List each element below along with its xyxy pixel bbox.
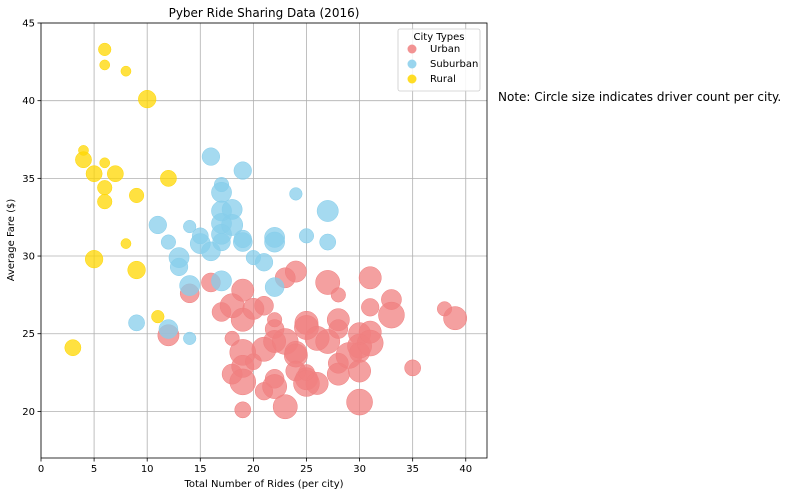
x-tick-label: 40 (459, 464, 472, 475)
suburban-point (212, 232, 231, 252)
rural-point (138, 90, 157, 109)
urban-point (262, 374, 287, 399)
rural-point (97, 180, 113, 196)
x-tick-label: 15 (194, 464, 207, 475)
legend-label-urban: Urban (430, 44, 460, 55)
x-tick-label: 0 (38, 464, 44, 475)
suburban-point (254, 253, 274, 272)
rural-point (97, 194, 113, 210)
x-axis-label: Total Number of Rides (per city) (183, 479, 343, 490)
suburban-point (298, 228, 315, 244)
rural-point (64, 339, 82, 357)
rural-point (98, 42, 112, 56)
legend-marker-rural (407, 74, 417, 84)
urban-point (443, 306, 468, 331)
y-tick-label: 40 (22, 96, 35, 107)
legend-label-suburban: Suburban (430, 59, 478, 70)
urban-point (378, 301, 405, 329)
urban-point (231, 278, 255, 302)
x-tick-label: 10 (141, 464, 154, 475)
chart-title: Pyber Ride Sharing Data (2016) (169, 6, 360, 20)
rural-point (75, 151, 92, 169)
suburban-point (264, 277, 285, 297)
urban-point (229, 368, 257, 396)
urban-point (272, 394, 298, 420)
rural-point (99, 59, 111, 71)
legend-label-rural: Rural (430, 74, 456, 85)
x-tick-label: 5 (91, 464, 97, 475)
rural-point (85, 250, 104, 269)
legend-box (397, 28, 481, 92)
suburban-point (316, 200, 339, 222)
urban-point (356, 329, 384, 357)
y-tick-label: 30 (22, 252, 35, 263)
rural-point (99, 157, 111, 169)
suburban-point (179, 275, 200, 296)
plot-frame (40, 22, 488, 459)
legend-marker-suburban (407, 59, 417, 69)
x-tick-label: 35 (406, 464, 419, 475)
urban-point (305, 372, 329, 395)
rural-point (106, 165, 124, 183)
suburban-point (183, 331, 197, 345)
urban-point (254, 296, 274, 316)
suburban-point (211, 270, 232, 292)
suburban-point (158, 319, 179, 339)
urban-point (348, 359, 371, 383)
axis-ticks: 0 5 10 15 20 25 30 35 40 20 25 30 35 40 45 (22, 19, 472, 476)
series-urban (157, 260, 468, 420)
x-tick-label: 30 (353, 464, 366, 475)
series-rural (64, 42, 177, 357)
suburban-point (128, 314, 145, 332)
suburban-point (221, 214, 244, 236)
series-suburban (128, 147, 339, 345)
suburban-point (148, 215, 167, 235)
y-tick-label: 25 (22, 329, 35, 340)
urban-point (328, 319, 349, 339)
urban-point (358, 266, 382, 290)
rural-point (160, 170, 177, 187)
scatter-points (64, 42, 468, 420)
suburban-point (233, 161, 252, 180)
urban-point (330, 287, 346, 303)
suburban-point (211, 182, 232, 203)
y-tick-label: 45 (22, 19, 35, 30)
suburban-point (201, 147, 220, 166)
suburban-point (169, 257, 189, 276)
x-tick-label: 25 (300, 464, 313, 475)
rural-point (120, 65, 132, 77)
urban-point (361, 298, 380, 317)
urban-point (346, 388, 373, 416)
suburban-point (233, 232, 253, 252)
rural-point (151, 310, 165, 324)
y-axis-label: Average Fare ($) (6, 199, 17, 282)
suburban-point (183, 219, 197, 234)
suburban-point (319, 233, 337, 251)
rural-point (129, 187, 145, 203)
suburban-point (160, 234, 176, 250)
y-tick-label: 35 (22, 174, 35, 185)
rural-point (120, 238, 132, 249)
legend-entries: Urban Suburban Rural (407, 44, 478, 85)
size-note: Note: Circle size indicates driver count… (498, 90, 781, 104)
legend: City Types Urban Suburban Rural (397, 28, 481, 92)
urban-point (284, 260, 307, 283)
y-tick-label: 20 (22, 407, 35, 418)
urban-point (315, 270, 341, 295)
rural-point (85, 165, 103, 183)
rural-point (127, 260, 146, 280)
suburban-point (289, 187, 303, 201)
urban-point (234, 401, 252, 419)
x-tick-label: 20 (247, 464, 260, 475)
legend-title: City Types (414, 32, 465, 43)
suburban-point (264, 231, 285, 253)
urban-point (404, 359, 422, 377)
legend-marker-urban (407, 44, 417, 54)
